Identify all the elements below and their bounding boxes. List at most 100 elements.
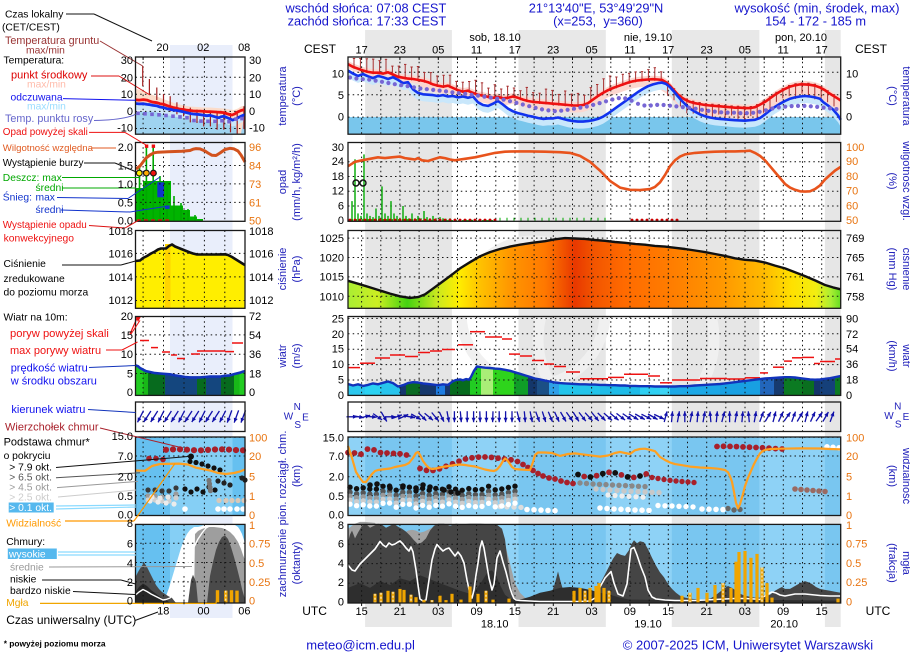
- svg-text:pion. rozciągł. chm.: pion. rozciągł. chm.: [277, 431, 289, 526]
- svg-text:21: 21: [700, 606, 712, 618]
- svg-text:niskie: niskie: [10, 574, 37, 585]
- svg-text:średnie: średnie: [10, 563, 44, 574]
- svg-text:* powyżej poziomu morza: * powyżej poziomu morza: [4, 639, 106, 649]
- svg-text:sob, 18.10: sob, 18.10: [469, 32, 520, 44]
- svg-text:11: 11: [471, 45, 482, 57]
- svg-text:> 2.5 okt.: > 2.5 okt.: [9, 492, 52, 503]
- svg-text:ciśnienie: ciśnienie: [277, 248, 289, 291]
- svg-text:30: 30: [332, 142, 344, 154]
- svg-text:ciśnienie: ciśnienie: [900, 248, 910, 291]
- svg-text:4: 4: [338, 558, 344, 570]
- svg-text:20: 20: [249, 451, 261, 463]
- svg-text:7.0: 7.0: [329, 451, 344, 463]
- svg-text:18: 18: [249, 369, 261, 381]
- svg-text:36: 36: [846, 359, 858, 371]
- svg-text:E: E: [302, 412, 309, 423]
- svg-text:05: 05: [739, 45, 751, 57]
- svg-text:2.0: 2.0: [118, 142, 133, 154]
- svg-text:10: 10: [249, 89, 261, 101]
- svg-text:4: 4: [127, 558, 133, 570]
- svg-text:0: 0: [249, 387, 255, 399]
- svg-text:06: 06: [238, 606, 250, 618]
- svg-text:S: S: [294, 420, 301, 431]
- svg-text:2: 2: [127, 577, 133, 589]
- svg-text:(mm/h, kg/m²/h): (mm/h, kg/m²/h): [291, 143, 303, 221]
- svg-text:zachód słońca: 17:33 CEST: zachód słońca: 17:33 CEST: [288, 14, 447, 29]
- svg-text:23: 23: [700, 45, 712, 57]
- svg-text:54: 54: [249, 330, 261, 342]
- svg-text:S: S: [895, 420, 902, 431]
- svg-text:zachmurzenie: zachmurzenie: [277, 529, 289, 597]
- svg-text:15.0: 15.0: [112, 431, 133, 443]
- svg-text:15: 15: [815, 606, 827, 618]
- svg-text:15: 15: [121, 330, 133, 342]
- svg-text:25: 25: [332, 313, 344, 325]
- svg-text:© 2007-2025 ICM, Uniwersytet W: © 2007-2025 ICM, Uniwersytet Warszawski: [623, 637, 874, 652]
- svg-text:1025: 1025: [320, 233, 344, 245]
- svg-text:20: 20: [332, 329, 344, 341]
- svg-text:Wystąpienie burzy: Wystąpienie burzy: [3, 158, 84, 169]
- svg-text:średni: średni: [36, 205, 64, 216]
- svg-text:1018: 1018: [249, 226, 273, 238]
- svg-text:15: 15: [662, 606, 674, 618]
- svg-text:-10: -10: [249, 123, 265, 135]
- svg-text:72: 72: [249, 311, 261, 323]
- svg-text:6: 6: [338, 201, 344, 213]
- svg-text:temperatura: temperatura: [277, 65, 289, 125]
- svg-text:0: 0: [249, 106, 255, 118]
- svg-text:(km/h): (km/h): [886, 340, 898, 371]
- svg-text:1016: 1016: [109, 249, 133, 261]
- svg-text:Widzialność: Widzialność: [6, 518, 61, 529]
- svg-text:(hPa): (hPa): [291, 256, 303, 283]
- svg-text:do poziomu morza: do poziomu morza: [4, 288, 89, 299]
- svg-text:05: 05: [432, 45, 444, 57]
- svg-text:1: 1: [249, 491, 255, 503]
- svg-text:1015: 1015: [320, 272, 344, 284]
- svg-text:02: 02: [197, 42, 209, 54]
- svg-text:opad: opad: [277, 170, 289, 194]
- svg-text:(frakcja): (frakcja): [886, 543, 898, 583]
- svg-text:Ciśnienie: Ciśnienie: [4, 259, 47, 270]
- svg-text:23: 23: [547, 45, 559, 57]
- svg-text:758: 758: [846, 291, 864, 303]
- svg-text:2.0: 2.0: [118, 472, 133, 484]
- svg-text:20: 20: [121, 311, 133, 323]
- svg-text:Śnieg:: Śnieg:: [3, 191, 32, 204]
- svg-text:15.0: 15.0: [323, 432, 344, 444]
- svg-text:0: 0: [127, 387, 133, 399]
- svg-text:03: 03: [739, 606, 751, 618]
- svg-text:nie, 19.10: nie, 19.10: [624, 32, 672, 44]
- svg-text:21: 21: [547, 606, 559, 618]
- svg-text:6: 6: [127, 539, 133, 551]
- svg-text:(km): (km): [886, 465, 898, 487]
- svg-text:Wilgotność względna: Wilgotność względna: [3, 143, 94, 154]
- svg-text:20: 20: [846, 451, 858, 463]
- svg-text:72: 72: [846, 329, 858, 341]
- svg-text:max porywy wiatru: max porywy wiatru: [10, 345, 101, 357]
- svg-text:6: 6: [338, 539, 344, 551]
- svg-text:73: 73: [249, 179, 261, 191]
- svg-text:7.0: 7.0: [118, 451, 133, 463]
- svg-text:(%): (%): [886, 172, 898, 189]
- svg-text:Czas uniwersalny (UTC): Czas uniwersalny (UTC): [6, 613, 136, 627]
- svg-text:o pokryciu: o pokryciu: [4, 451, 51, 462]
- svg-text:kierunek wiatru: kierunek wiatru: [11, 404, 85, 416]
- svg-text:-10: -10: [117, 123, 133, 135]
- svg-text:1014: 1014: [249, 272, 273, 284]
- svg-text:03: 03: [585, 606, 597, 618]
- svg-text:0.5: 0.5: [118, 198, 133, 210]
- svg-text:5: 5: [338, 90, 344, 102]
- svg-text:1020: 1020: [320, 252, 344, 264]
- svg-text:0: 0: [846, 597, 852, 609]
- svg-text:10: 10: [332, 359, 344, 371]
- svg-text:2.0: 2.0: [329, 472, 344, 484]
- svg-text:8: 8: [127, 518, 133, 530]
- svg-text:20: 20: [156, 42, 168, 54]
- svg-text:wiatr: wiatr: [277, 344, 289, 369]
- svg-text:max/min: max/min: [27, 80, 66, 91]
- svg-text:1010: 1010: [320, 291, 344, 303]
- svg-text:2: 2: [338, 577, 344, 589]
- svg-text:54: 54: [846, 344, 858, 356]
- svg-text:1014: 1014: [109, 272, 133, 284]
- svg-text:05: 05: [585, 45, 597, 57]
